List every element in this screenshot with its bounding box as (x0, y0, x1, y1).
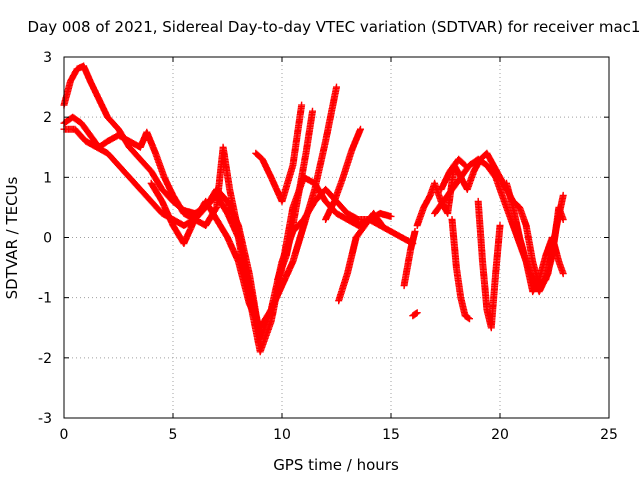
series-markers (448, 216, 473, 323)
series-markers (322, 125, 364, 223)
x-tick-label: 0 (60, 427, 69, 443)
series-markers (60, 62, 417, 344)
series-markers (409, 309, 421, 320)
y-tick-label: 1 (43, 170, 52, 186)
y-tick-label: -1 (38, 291, 52, 307)
tick-layer: 0 5 10 15 20 25 -3 -2 -1 0 1 2 3 (38, 50, 618, 443)
series-markers (437, 155, 469, 193)
y-tick-label: 0 (43, 231, 52, 247)
y-axis-label: SDTVAR / TECUs (3, 176, 21, 299)
series-markers (503, 179, 567, 296)
series-markers (252, 101, 306, 205)
x-axis-label: GPS time / hours (273, 456, 399, 474)
y-tick-label: -3 (38, 411, 52, 427)
x-tick-label: 25 (600, 427, 618, 443)
series-markers (274, 107, 316, 284)
series-t14 (503, 179, 567, 296)
data-marks (60, 62, 567, 356)
y-tick-label: 2 (43, 110, 52, 126)
series-markers (474, 197, 504, 332)
x-tick-label: 10 (273, 427, 291, 443)
series-t15 (409, 309, 421, 320)
series-markers (400, 228, 419, 290)
series-t12 (448, 216, 473, 323)
series-t13 (474, 197, 504, 332)
series-t6 (274, 107, 316, 284)
series-t1 (60, 62, 417, 344)
y-tick-label: -2 (38, 351, 52, 367)
x-tick-label: 5 (169, 427, 178, 443)
series-t16 (437, 155, 469, 193)
series-t4 (147, 83, 340, 332)
y-tick-label: 3 (43, 50, 52, 66)
series-t5 (252, 101, 306, 205)
series-t8 (322, 125, 364, 223)
series-t7 (335, 209, 386, 305)
x-tick-label: 20 (491, 427, 509, 443)
x-tick-label: 15 (382, 427, 400, 443)
chart-title: Day 008 of 2021, Sidereal Day-to-day VTE… (28, 18, 640, 36)
series-markers (147, 83, 340, 332)
series-markers (335, 209, 386, 305)
series-t9 (400, 228, 419, 290)
